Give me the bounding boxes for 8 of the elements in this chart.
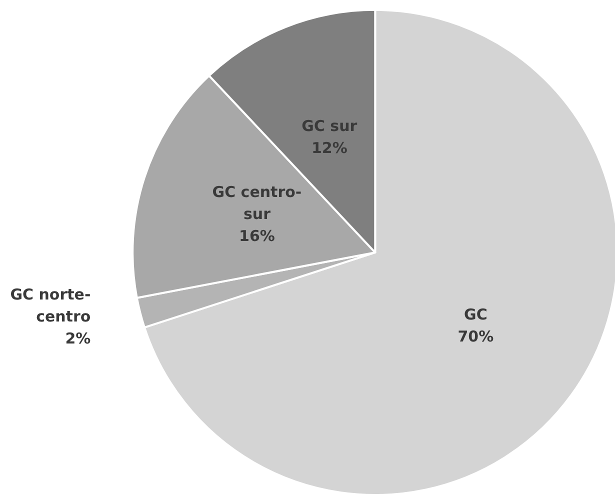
- data-label: 70%: [458, 327, 494, 346]
- data-label: 12%: [311, 138, 348, 157]
- slice-label: GC sur: [302, 116, 358, 135]
- slice-label: GC centro-sur: [212, 183, 302, 224]
- data-label: 16%: [239, 227, 275, 246]
- data-label: 2%: [65, 330, 91, 348]
- slice-label: GC norte-centro: [10, 286, 91, 326]
- slice-label: GC: [464, 305, 488, 324]
